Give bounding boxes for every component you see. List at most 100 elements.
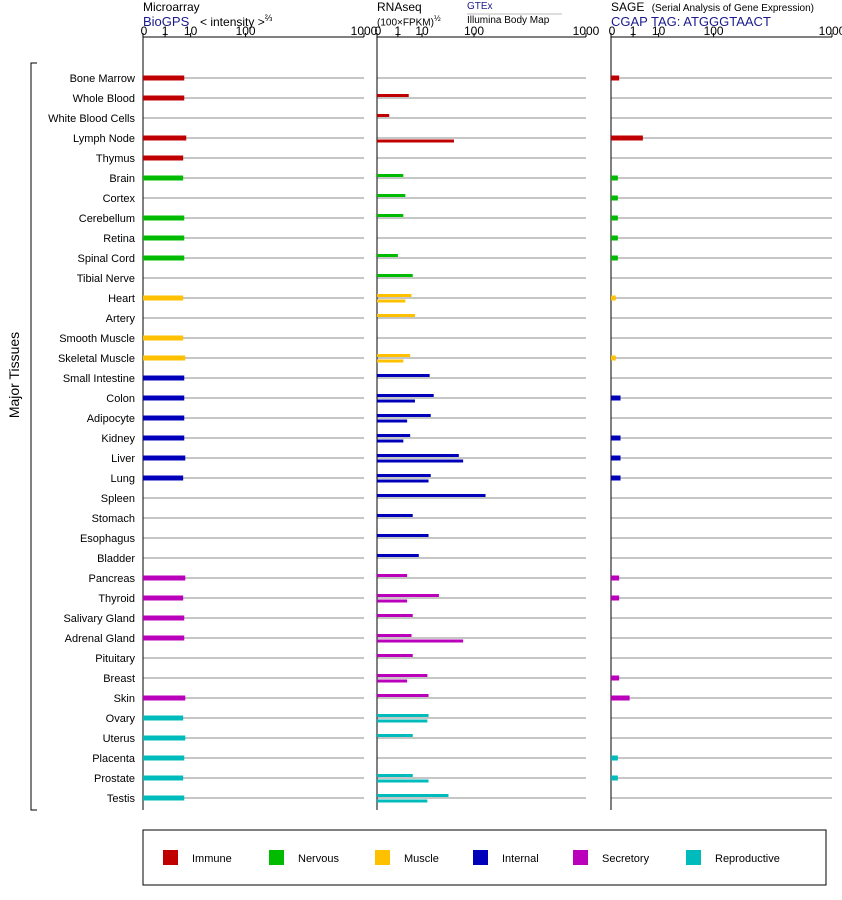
category-label: Retina	[103, 233, 136, 245]
bar	[377, 174, 404, 177]
bar	[377, 434, 411, 437]
x-tick-label: 0	[609, 24, 616, 38]
x-tick-label: 1	[630, 24, 637, 38]
category-label: Kidney	[101, 433, 135, 445]
bar	[377, 294, 412, 297]
category-label: Bone Marrow	[70, 73, 135, 85]
x-tick-label: 10	[184, 24, 198, 38]
bar	[143, 775, 184, 781]
category-label: Colon	[106, 393, 135, 405]
category-label: Artery	[106, 313, 136, 325]
rnaseq-source-a[interactable]: GTEx	[467, 1, 493, 12]
bar	[377, 254, 398, 257]
x-tick-label: 1000	[819, 24, 842, 38]
legend-label: Immune	[192, 853, 232, 865]
sage-tag-link[interactable]: CGAP TAG: ATGGGTAACT	[611, 14, 771, 29]
category-label: Pituitary	[95, 653, 135, 665]
major-tissues-label: Major Tissues	[6, 332, 22, 418]
category-label: Spleen	[101, 493, 135, 505]
bar	[143, 415, 185, 421]
bar	[143, 635, 185, 641]
bar	[143, 335, 184, 341]
microarray-source-link[interactable]: BioGPS	[143, 14, 189, 29]
legend-swatch	[473, 850, 488, 865]
rnaseq-source-a-link[interactable]: GTEx	[467, 1, 493, 12]
bar	[143, 295, 184, 301]
bar	[611, 235, 618, 241]
x-tick-label: 10	[652, 24, 666, 38]
bar	[143, 615, 185, 621]
bar	[143, 475, 184, 481]
bar	[611, 295, 616, 301]
bar	[377, 299, 406, 303]
category-label: Adipocyte	[87, 413, 135, 425]
category-label: Placenta	[92, 753, 136, 765]
bar	[143, 575, 186, 581]
bar	[377, 274, 413, 277]
bar	[611, 135, 643, 141]
category-label: Salivary Gland	[63, 613, 135, 625]
bar	[611, 575, 620, 581]
category-label: Skeletal Muscle	[58, 353, 135, 365]
bar	[611, 75, 620, 81]
rnaseq-title: RNAseq	[377, 0, 422, 14]
bar	[611, 755, 618, 761]
category-label: Thymus	[96, 153, 136, 165]
bar	[143, 435, 185, 441]
bar	[377, 94, 409, 97]
category-label: Cerebellum	[79, 213, 135, 225]
category-label: Thyroid	[98, 593, 135, 605]
rnaseq-source-b: Illumina Body Map	[467, 15, 550, 26]
bar	[611, 195, 618, 201]
category-label: Lung	[111, 473, 135, 485]
bar	[377, 694, 429, 697]
bar	[377, 594, 439, 597]
bar	[143, 455, 186, 461]
bar	[611, 255, 618, 261]
bar	[611, 215, 618, 221]
x-tick-label: 0	[375, 24, 382, 38]
bar	[377, 719, 428, 723]
legend-label: Internal	[502, 853, 539, 865]
category-label: Pancreas	[89, 573, 136, 585]
x-tick-label: 100	[236, 24, 256, 38]
bar	[143, 215, 185, 221]
category-label: Adrenal Gland	[65, 633, 135, 645]
legend-label: Reproductive	[715, 853, 780, 865]
bar	[377, 714, 429, 717]
category-label: Spinal Cord	[78, 253, 135, 265]
legend-swatch	[163, 850, 178, 865]
bar	[611, 395, 621, 401]
microarray-source[interactable]: BioGPS	[143, 14, 190, 29]
bar	[377, 674, 428, 677]
category-label: Lymph Node	[73, 133, 135, 145]
legend-swatch	[375, 850, 390, 865]
bar	[377, 359, 404, 363]
category-label: Stomach	[92, 513, 135, 525]
bar	[377, 794, 449, 797]
bar	[377, 614, 413, 617]
microarray-title: Microarray	[143, 0, 200, 14]
legend-swatch	[686, 850, 701, 865]
legend-swatch	[573, 850, 588, 865]
bar	[143, 355, 186, 361]
sage-tag[interactable]: CGAP TAG: ATGGGTAACT	[611, 14, 771, 29]
x-tick-label: 1000	[351, 24, 378, 38]
microarray-scale: < intensity >⅔	[200, 13, 272, 29]
bar	[143, 695, 186, 701]
bar	[377, 354, 411, 357]
bar	[143, 395, 185, 401]
bar	[377, 734, 413, 737]
bar	[377, 214, 404, 217]
category-label: Small Intestine	[63, 373, 135, 385]
category-label: Bladder	[97, 553, 135, 565]
bar	[377, 639, 464, 643]
bar	[143, 75, 185, 81]
rnaseq-scale: (100×FPKM)½	[377, 14, 441, 28]
bar	[377, 394, 434, 397]
bar	[377, 534, 429, 537]
microarray-scale-label: < intensity >	[200, 15, 265, 29]
bar	[611, 435, 621, 441]
rnaseq-source-b-label: Illumina Body Map	[467, 15, 549, 26]
